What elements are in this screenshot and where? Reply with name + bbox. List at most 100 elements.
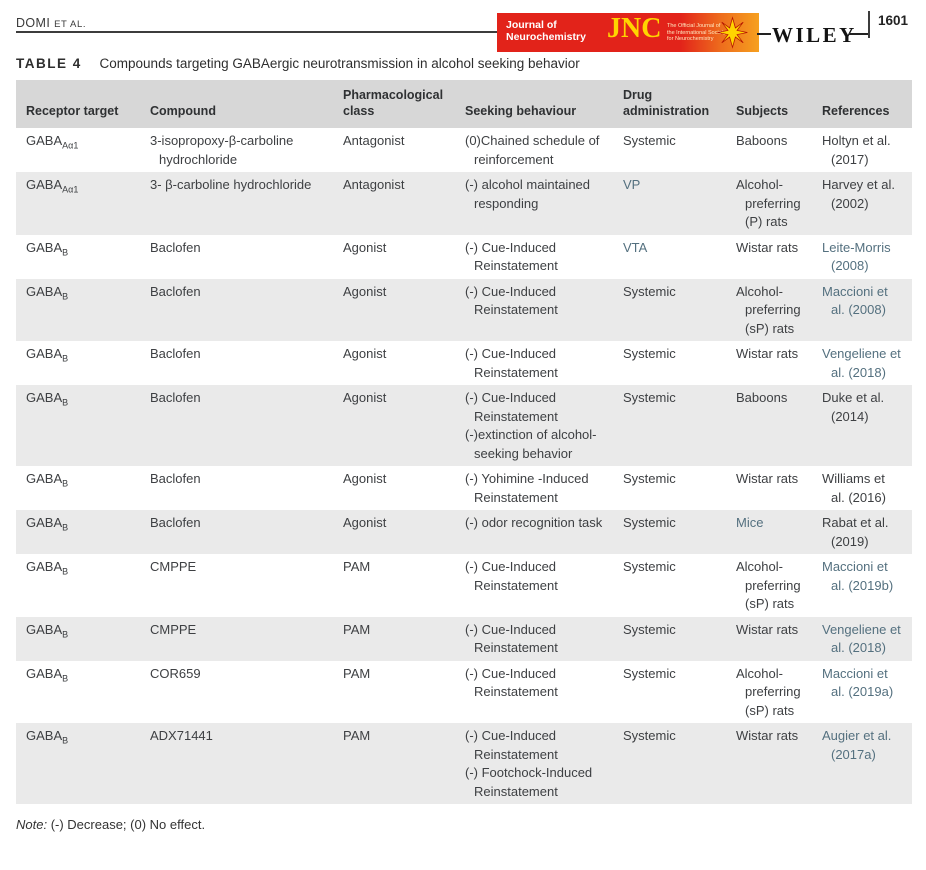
column-header: Receptor target [16,80,140,128]
cell-drug-administration: Systemic [613,128,726,172]
reference-citation[interactable]: Maccioni et al. (2019a) [822,665,894,700]
receptor-base: GABA [26,239,63,255]
header-row: Receptor target Compound Pharmacological c… [16,80,912,128]
cell-receptor-target: GABAB [16,660,140,723]
cell-compound: COR659 [140,660,333,723]
receptor-subscript: B [62,522,69,533]
cell-subjects: Alcohol-preferring (sP) rats [726,660,812,723]
receptor-base: GABA [26,471,63,486]
cell-reference: Maccioni et al. (2008) [812,278,912,341]
cell-seeking-behaviour: (-) Cue-Induced Reinstatement [455,554,613,617]
receptor-base: GABA [26,346,63,361]
table-body: GABAAα1 3-isopropoxy-β-carboline hydrochl… [16,128,912,804]
banner-wiley-connector [757,33,771,35]
table-caption: TABLE 4 Compounds targeting GABAergic ne… [16,56,912,71]
receptor-base: GABA [26,515,63,530]
column-header: Seeking behaviour [455,80,613,128]
cell-drug-administration: Systemic [613,616,726,661]
cell-drug-administration: VP [613,172,726,235]
receptor-base: GABA [26,390,63,405]
column-header: References [812,80,912,128]
running-head-authors: DOMI [16,16,51,30]
cell-pharmacological-class: Agonist [333,510,455,554]
receptor-subscript: B [62,566,69,577]
cell-reference: Harvey et al. (2002) [812,172,912,235]
cell-receptor-target: GABAB [16,723,140,804]
cell-seeking-behaviour: (0)Chained schedule of reinforcement [455,128,613,172]
receptor-base: GABA [26,177,63,192]
cell-pharmacological-class: PAM [333,554,455,617]
table-note: Note: (-) Decrease; (0) No effect. [16,817,912,832]
cell-seeking-behaviour: (-) Cue-Induced Reinstatement [455,616,613,661]
table-row: GABAB Baclofen Agonist (-) Yohimine -Induce… [16,466,912,510]
reference-citation[interactable]: Vengeliene et al. (2018) [822,346,901,380]
header-rule [16,31,497,33]
cell-drug-administration: Systemic [613,510,726,554]
cell-subjects: Wistar rats [726,341,812,385]
cell-seeking-behaviour: (-) Cue-Induced Reinstatement (-)extincti… [455,385,613,466]
note-text: (-) Decrease; (0) No effect. [47,817,206,832]
cell-reference: Augier et al. (2017a) [812,723,912,804]
running-head-etal: ET AL. [54,19,87,30]
reference-citation[interactable]: Maccioni et al. (2008) [822,283,888,318]
cell-compound: Baclofen [140,234,333,279]
cell-compound: Baclofen [140,341,333,385]
note-label: Note: [16,817,48,832]
reference-citation[interactable]: Augier et al. (2017a) [822,728,892,762]
table-row: GABAB Baclofen Agonist (-) Cue-Induced Rein… [16,385,912,466]
receptor-base: GABA [26,559,63,574]
column-header: Pharmacological class [333,80,455,128]
cell-pharmacological-class: Agonist [333,341,455,385]
cell-receptor-target: GABAB [16,341,140,385]
cell-pharmacological-class: Agonist [333,278,455,341]
column-header: Subjects [726,80,812,128]
cell-receptor-target: GABAB [16,385,140,466]
page-number-divider [868,11,870,38]
cell-receptor-target: GABAB [16,554,140,617]
receptor-base: GABA [26,728,63,743]
reference-citation[interactable]: Leite-Morris (2008) [822,239,891,274]
reference-citation[interactable]: Maccioni et al. (2019b) [822,559,894,593]
page-header: DOMI ET AL. Journal of Neurochemistry JN… [0,0,926,56]
table-caption-text: Compounds targeting GABAergic neurotrans… [99,56,580,71]
table-row: GABAB CMPPE PAM (-) Cue-Induced Reinstateme… [16,554,912,617]
cell-reference: Rabat et al. (2019) [812,510,912,554]
cell-reference: Williams et al. (2016) [812,466,912,510]
cell-compound: Baclofen [140,510,333,554]
jnc-acronym: JNC [607,13,662,44]
cell-receptor-target: GABAAα1 [16,128,140,172]
receptor-subscript: B [62,629,69,640]
table-row: GABAB Baclofen Agonist (-) Cue-Induced Rein… [16,341,912,385]
cell-subjects: Wistar rats [726,234,812,279]
receptor-subscript: B [62,673,69,684]
cell-pharmacological-class: PAM [333,616,455,661]
cell-reference: Leite-Morris (2008) [812,234,912,279]
cell-compound: CMPPE [140,616,333,661]
cell-seeking-behaviour: (-) Cue-Induced Reinstatement [455,234,613,279]
cell-drug-administration: Systemic [613,278,726,341]
cell-subjects: Alcohol-preferring (sP) rats [726,278,812,341]
reference-citation[interactable]: Vengeliene et al. (2018) [822,621,901,656]
cell-reference: Maccioni et al. (2019a) [812,660,912,723]
table-section: TABLE 4 Compounds targeting GABAergic ne… [16,56,912,845]
page-number: 1601 [878,13,909,28]
cell-pharmacological-class: PAM [333,723,455,804]
cell-drug-administration: Systemic [613,385,726,466]
cell-subjects: Alcohol-preferring (sP) rats [726,554,812,617]
reference-citation: Williams et al. (2016) [822,471,886,505]
cell-reference: Holtyn et al. (2017) [812,128,912,172]
cell-seeking-behaviour: (-) Cue-Induced Reinstatement [455,660,613,723]
cell-pharmacological-class: Agonist [333,466,455,510]
cell-compound: 3-isopropoxy-β-carboline hydrochloride [140,128,333,172]
cell-subjects: Baboons [726,128,812,172]
table-row: GABAAα1 3-isopropoxy-β-carboline hydrochl… [16,128,912,172]
cell-subjects: Wistar rats [726,466,812,510]
receptor-subscript: B [62,247,69,258]
receptor-base: GABA [26,133,63,148]
cell-drug-administration: Systemic [613,466,726,510]
table-header: Receptor target Compound Pharmacological c… [16,80,912,128]
cell-seeking-behaviour: (-) Cue-Induced Reinstatement [455,278,613,341]
column-header: Drug administration [613,80,726,128]
reference-citation: Harvey et al. (2002) [822,177,895,211]
